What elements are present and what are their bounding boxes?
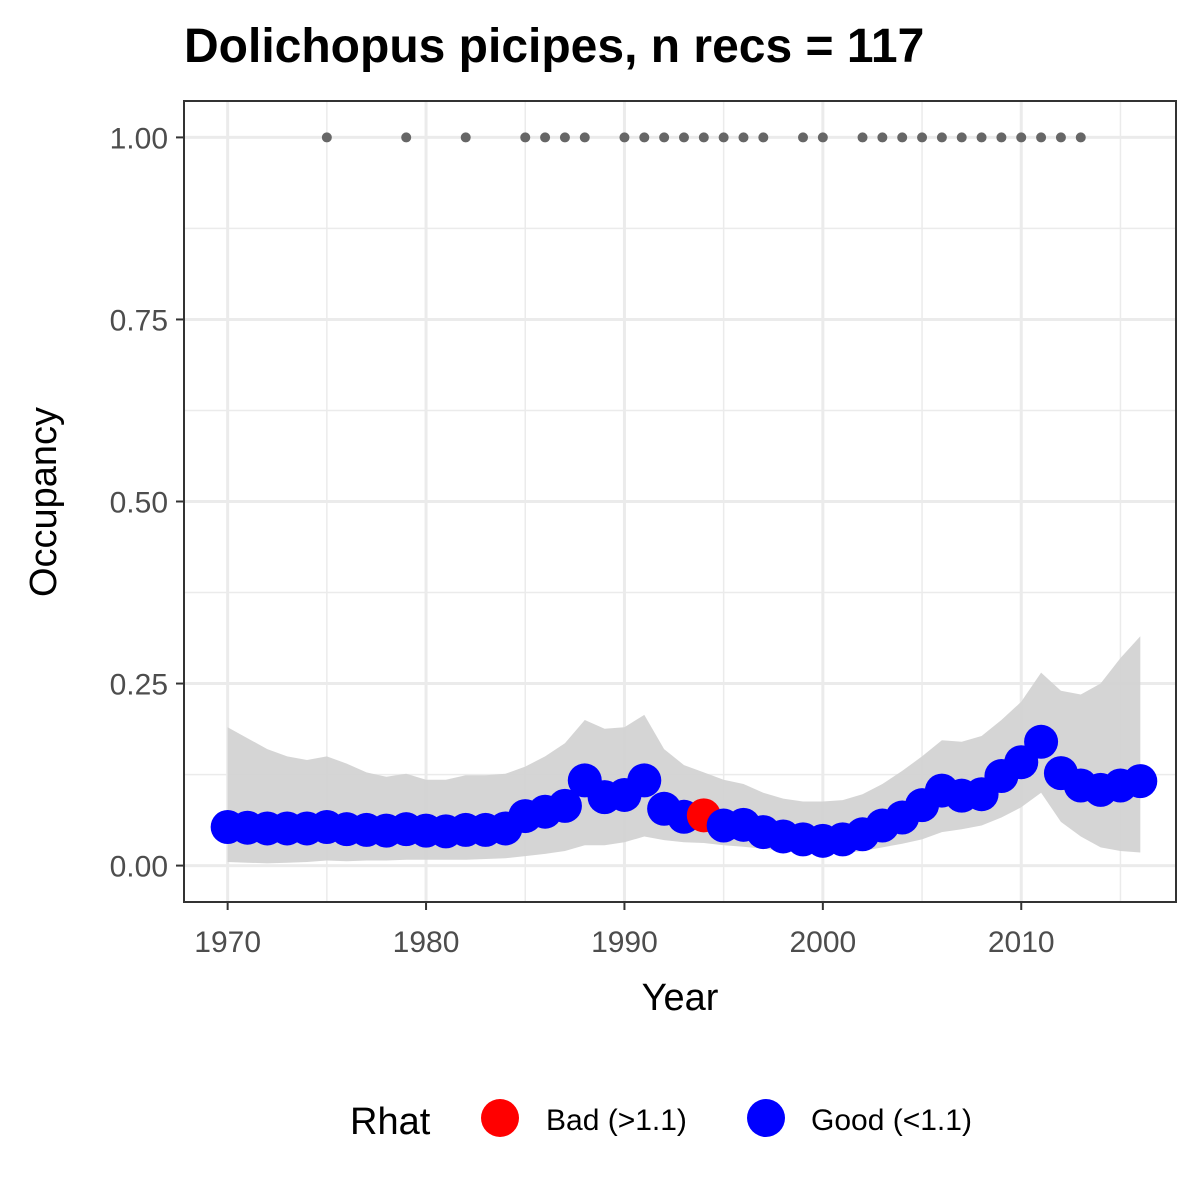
record-point (639, 132, 650, 143)
occupancy-point-good (1123, 764, 1158, 799)
record-point (579, 132, 590, 143)
record-point (1055, 132, 1066, 143)
record-point (460, 132, 471, 143)
record-point (321, 132, 332, 143)
record-point (1036, 132, 1047, 143)
legend-title: Rhat (350, 1101, 431, 1143)
record-point (559, 132, 570, 143)
legend-label-good: Good (<1.1) (811, 1104, 972, 1137)
record-point (659, 132, 670, 143)
legend-label-bad: Bad (>1.1) (546, 1104, 687, 1137)
record-point (758, 132, 769, 143)
record-point (540, 132, 551, 143)
record-point (520, 132, 531, 143)
record-point (917, 132, 928, 143)
y-axis-title: Occupancy (23, 407, 65, 597)
record-point (857, 132, 868, 143)
y-tick-label: 0.00 (110, 851, 168, 884)
record-point (936, 132, 947, 143)
record-point (877, 132, 888, 143)
record-point (401, 132, 412, 143)
x-tick-label: 1990 (591, 926, 658, 959)
legend-key-good (747, 1099, 785, 1137)
record-point (678, 132, 689, 143)
record-point (718, 132, 729, 143)
occupancy-points (210, 724, 1158, 858)
record-points (321, 132, 1086, 143)
record-point (817, 132, 828, 143)
y-tick-label: 0.75 (110, 304, 168, 337)
chart-title: Dolichopus picipes, n recs = 117 (184, 20, 924, 73)
legend: Rhat Bad (>1.1) Good (<1.1) (350, 1099, 972, 1143)
record-point (698, 132, 709, 143)
record-point (619, 132, 630, 143)
record-point (738, 132, 749, 143)
record-point (798, 132, 809, 143)
y-tick-label: 0.50 (110, 487, 168, 520)
y-axis: 0.00 0.25 0.50 0.75 1.00 (110, 122, 184, 884)
x-axis-title: Year (642, 977, 719, 1019)
y-tick-label: 1.00 (110, 122, 168, 155)
record-point (956, 132, 967, 143)
record-point (897, 132, 908, 143)
x-tick-label: 1980 (393, 926, 460, 959)
record-point (1016, 132, 1027, 143)
x-tick-label: 2010 (988, 926, 1055, 959)
x-tick-label: 1970 (194, 926, 261, 959)
y-tick-label: 0.25 (110, 669, 168, 702)
x-tick-label: 2000 (789, 926, 856, 959)
legend-key-bad (481, 1099, 519, 1137)
record-point (1075, 132, 1086, 143)
occupancy-point-good (1024, 724, 1059, 759)
x-axis: 1970 1980 1990 2000 2010 (194, 902, 1055, 959)
record-point (976, 132, 987, 143)
occupancy-point-good (547, 788, 582, 823)
record-point (996, 132, 1007, 143)
occupancy-point-good (627, 763, 662, 798)
